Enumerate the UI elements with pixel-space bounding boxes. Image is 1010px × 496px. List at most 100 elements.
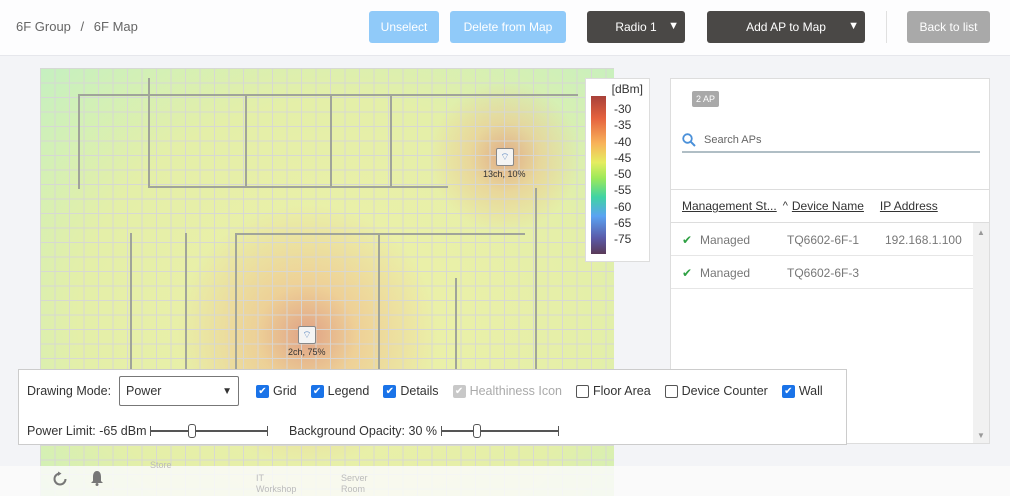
checkbox-label: Details [400, 384, 439, 398]
wall [130, 233, 132, 383]
search-icon [682, 133, 696, 147]
power-limit-control: Power Limit: -65 dBm [27, 424, 269, 438]
chevron-down-icon: ▼ [222, 385, 232, 397]
slider-handle[interactable] [473, 424, 481, 438]
checkbox-label: Wall [798, 384, 823, 398]
checkbox-grid[interactable]: ✔ Grid [256, 384, 297, 398]
wall [455, 278, 457, 438]
breadcrumb: 6F Group / 6F Map [16, 19, 138, 34]
room-label: Server Room [341, 473, 368, 494]
checkbox-details[interactable]: ✔ Details [383, 384, 439, 398]
power-limit-slider[interactable] [150, 424, 269, 438]
scroll-down-icon[interactable]: ▼ [977, 431, 985, 440]
checkbox-floor-area[interactable]: Floor Area [575, 384, 651, 398]
wifi-icon[interactable]: ⌔ [298, 326, 316, 344]
ap-label: 13ch, 10% [483, 169, 526, 179]
power-limit-label: Power Limit: -65 dBm [27, 424, 147, 438]
checkbox-icon[interactable]: ✔ [310, 384, 324, 398]
checkbox-device-counter[interactable]: Device Counter [664, 384, 768, 398]
room-label: IT Workshop [256, 473, 297, 494]
caret-down-icon: ▼ [848, 20, 859, 32]
back-to-list-button[interactable]: Back to list [907, 11, 990, 43]
status: Managed [700, 233, 751, 247]
refresh-icon[interactable] [52, 471, 68, 487]
checkbox-icon[interactable]: ✔ [256, 384, 269, 398]
radio-label: Radio 1 [615, 20, 657, 34]
background-opacity-control: Background Opacity: 30 % [289, 424, 559, 438]
legend-tick: -60 [614, 199, 632, 214]
breadcrumb-separator: / [80, 19, 85, 34]
breadcrumb-group[interactable]: 6F Group [16, 19, 71, 34]
opacity-slider[interactable] [441, 424, 559, 438]
checkbox-healthiness-icon: ✔ Healthiness Icon [452, 384, 562, 398]
wall [148, 78, 150, 188]
table-header: Management St... ^ Device Name IP Addres… [671, 189, 989, 223]
unselect-button[interactable]: Unselect [369, 11, 439, 43]
wall [78, 94, 80, 189]
checkbox-icon[interactable]: ✔ [383, 384, 397, 398]
table-row[interactable]: ✔ Managed TQ6602-6F-3 [671, 256, 973, 289]
radio-select[interactable]: Radio 1 ▼ [587, 11, 685, 43]
caret-down-icon: ▼ [668, 20, 679, 32]
check-icon: ✔ [682, 266, 693, 280]
room-label: Store [150, 460, 172, 470]
device-name: TQ6602-6F-3 [787, 266, 860, 280]
checkbox-label: Grid [273, 384, 297, 398]
column-management-status[interactable]: Management St... [682, 199, 777, 213]
signal-legend: [dBm] -30 -35 -40 -45 -50 -55 -60 -65 -75 [585, 78, 650, 262]
sort-ascending-icon: ^ [782, 200, 788, 212]
legend-color-bar [591, 96, 606, 254]
wall [235, 233, 237, 433]
status: Managed [700, 266, 751, 280]
search-placeholder: Search APs [704, 134, 762, 146]
table-row[interactable]: ✔ Managed TQ6602-6F-1 192.168.1.100 [671, 223, 973, 256]
ip-address: 192.168.1.100 [885, 233, 962, 247]
checkbox-wall[interactable]: ✔ Wall [781, 384, 823, 398]
scrollbar[interactable]: ▲ ▼ [973, 223, 989, 443]
wall [185, 233, 187, 383]
legend-tick: -45 [614, 150, 632, 165]
legend-ticks: -30 -35 -40 -45 -50 -55 -60 -65 -75 [614, 101, 631, 248]
legend-unit: [dBm] [611, 82, 643, 96]
legend-tick: -65 [614, 216, 632, 231]
wall [535, 188, 537, 438]
drawing-options: Drawing Mode: Power ▼ ✔ Grid ✔ Legend ✔ Detail… [18, 369, 847, 445]
legend-tick: -40 [614, 134, 632, 149]
wifi-icon[interactable]: ⌔ [496, 148, 514, 166]
column-ip-address[interactable]: IP Address [879, 199, 938, 213]
bottom-bar: Store IT Workshop Server Room [0, 460, 1010, 496]
top-bar: 6F Group / 6F Map Unselect Delete from M… [0, 0, 1010, 56]
bell-icon[interactable] [90, 470, 104, 486]
checkbox-icon[interactable]: ✔ [781, 384, 795, 398]
checkbox-icon[interactable] [575, 384, 589, 398]
search-input[interactable]: Search APs [682, 129, 980, 153]
check-icon: ✔ [682, 233, 693, 247]
divider [886, 11, 887, 43]
drawing-mode-select[interactable]: Power ▼ [119, 376, 239, 406]
wall [330, 96, 332, 186]
checkbox-label: Floor Area [592, 384, 651, 398]
add-ap-to-map-button[interactable]: Add AP to Map ▼ [707, 11, 865, 43]
breadcrumb-map: 6F Map [93, 19, 138, 34]
device-name: TQ6602-6F-1 [787, 233, 860, 247]
wall [235, 233, 525, 235]
legend-tick: -75 [614, 232, 632, 247]
scroll-up-icon[interactable]: ▲ [977, 228, 985, 237]
drawing-mode-label: Drawing Mode: [27, 384, 112, 398]
checkbox-legend[interactable]: ✔ Legend [310, 384, 369, 398]
delete-from-map-button[interactable]: Delete from Map [450, 11, 566, 43]
wall [148, 186, 448, 188]
legend-tick: -55 [614, 183, 632, 198]
checkbox-label: Device Counter [681, 384, 768, 398]
slider-handle[interactable] [188, 424, 197, 438]
column-device-name[interactable]: Device Name [791, 199, 864, 213]
ap-count-badge: 2 AP [692, 91, 720, 107]
drawing-mode-value: Power [126, 384, 162, 398]
add-ap-label: Add AP to Map [746, 20, 826, 34]
legend-tick: -35 [614, 118, 632, 133]
wall [378, 233, 380, 433]
checkbox-label: Healthiness Icon [469, 384, 562, 398]
checkbox-icon[interactable] [664, 384, 678, 398]
checkbox-icon: ✔ [452, 384, 466, 398]
legend-tick: -50 [614, 167, 632, 182]
